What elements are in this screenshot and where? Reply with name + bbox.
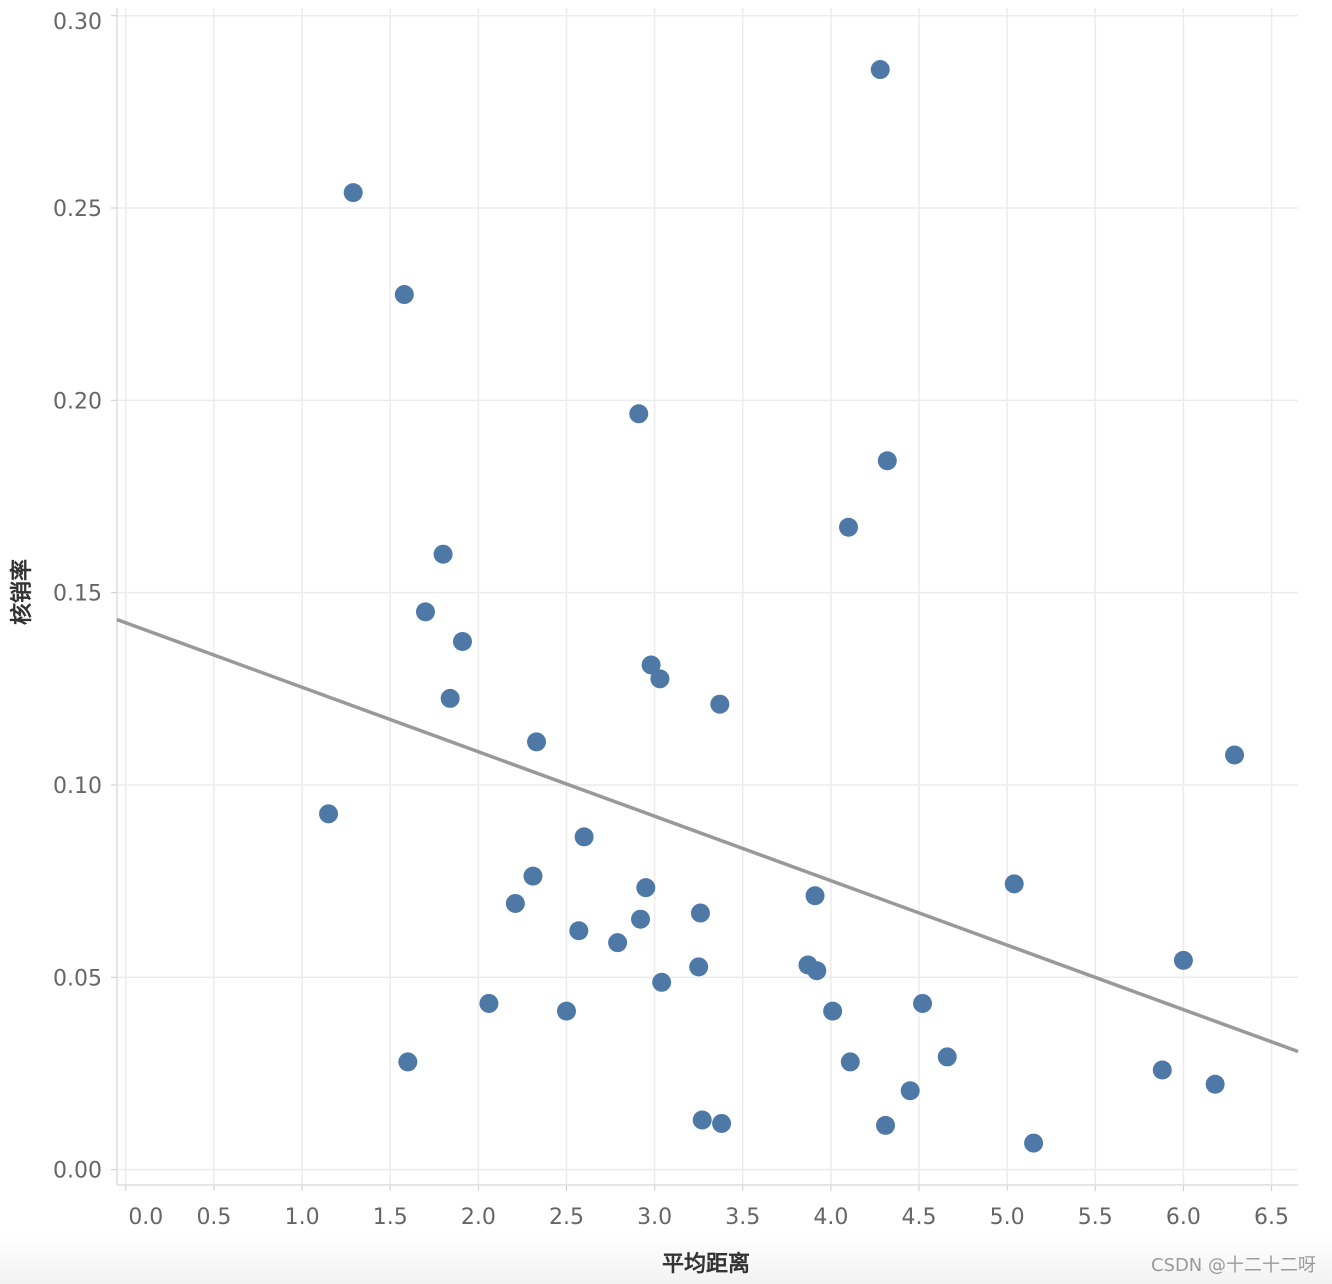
data-point [1225,745,1245,765]
x-tick-label: 0.0 [128,1205,163,1230]
x-tick-label: 5.5 [1078,1205,1113,1230]
bottom-band [0,1238,1332,1284]
x-tick-label: 6.0 [1166,1205,1201,1230]
data-point [440,688,460,708]
data-point [877,451,897,471]
data-point [870,60,890,80]
tick-labels: 0.0 0.5 1.0 1.5 2.0 2.5 3.0 3.5 4.0 4.5 5.0 5.5 6.0 6… [53,10,1289,1230]
x-tick-label: 6.5 [1254,1205,1289,1230]
y-tick-label: 0.00 [53,1159,102,1184]
data-point [631,909,651,929]
gridlines [117,8,1298,1185]
trendline [116,617,1299,1054]
x-tick-label: 4.5 [902,1205,937,1230]
x-tick-label: 1.0 [285,1205,320,1230]
data-point [807,961,827,981]
data-point [608,933,628,953]
data-point [523,866,543,886]
data-point [650,669,670,689]
data-point [574,827,594,847]
data-point [479,993,499,1013]
x-tick-label: 5.0 [990,1205,1025,1230]
x-tick-label: 4.0 [813,1205,848,1230]
data-point [900,1081,920,1101]
data-point [629,404,649,424]
data-point [398,1052,418,1072]
x-tick-label: 3.5 [725,1205,760,1230]
data-point [636,878,656,898]
data-point [641,655,661,675]
data-point [823,1001,843,1021]
data-point [876,1115,896,1135]
data-point [692,1110,712,1130]
watermark: CSDN @十二十二呀 [1151,1255,1316,1276]
data-point [839,517,859,537]
x-tick-label: 0.5 [196,1205,231,1230]
axes [111,8,1298,1191]
data-point [710,694,730,714]
data-point [527,732,547,752]
points-layer [319,60,1245,1153]
data-point [840,1052,860,1072]
y-tick-label: 0.10 [53,774,102,799]
data-point [1205,1074,1225,1094]
y-tick-label: 0.25 [53,197,102,222]
x-tick-label: 1.5 [373,1205,408,1230]
y-tick-label: 0.05 [53,966,102,991]
data-point [394,285,414,305]
data-point [652,972,672,992]
data-point [569,921,589,941]
y-axis-title: 核销率 [9,559,35,625]
data-point [1173,950,1193,970]
trendline-layer [116,617,1299,1054]
data-point [1004,874,1024,894]
y-tick-label: 0.15 [53,582,102,607]
data-point [1152,1060,1172,1080]
y-tick-label: 0.30 [53,10,102,35]
data-point [1024,1133,1044,1153]
data-point [690,903,710,923]
x-axis-title: 平均距离 [662,1251,750,1277]
data-point [415,602,435,622]
data-point [433,544,453,564]
data-point [452,632,472,652]
x-tick-label: 3.0 [637,1205,672,1230]
x-tick-label: 2.5 [549,1205,584,1230]
data-point [343,183,363,203]
data-point [689,957,709,977]
data-point [805,886,825,906]
data-point [556,1001,576,1021]
data-point [505,893,525,913]
data-point [712,1113,732,1133]
data-point [937,1047,957,1067]
data-point [913,993,933,1013]
x-tick-label: 2.0 [461,1205,496,1230]
data-point [319,804,339,824]
y-tick-label: 0.20 [53,389,102,414]
